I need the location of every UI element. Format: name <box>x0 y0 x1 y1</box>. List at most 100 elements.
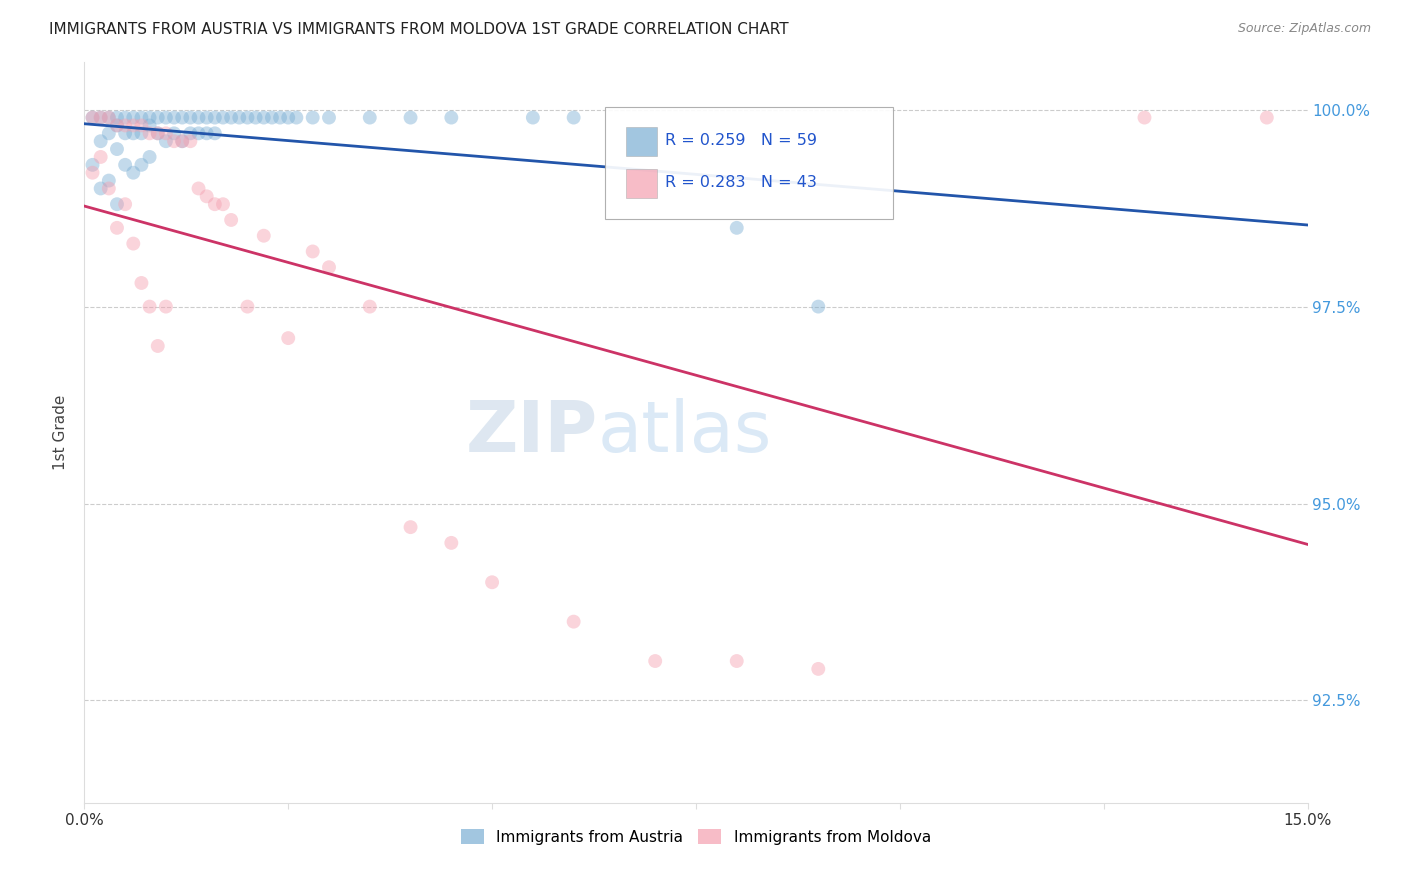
Point <box>204 111 226 125</box>
Point <box>114 158 136 172</box>
Point <box>155 111 177 125</box>
Point <box>195 126 218 140</box>
Point <box>318 260 340 275</box>
Point <box>277 111 299 125</box>
Point <box>359 111 381 125</box>
Point <box>163 126 186 140</box>
Point <box>522 111 544 125</box>
Point <box>122 236 145 251</box>
Point <box>155 300 177 314</box>
Point <box>179 126 201 140</box>
Point <box>122 126 145 140</box>
Point <box>179 134 201 148</box>
Point <box>146 126 169 140</box>
Point <box>97 111 120 125</box>
Point <box>114 126 136 140</box>
Point <box>105 142 128 156</box>
Text: R = 0.259   N = 59: R = 0.259 N = 59 <box>665 134 817 148</box>
Point <box>172 111 194 125</box>
Point <box>105 220 128 235</box>
Point <box>82 111 104 125</box>
Point <box>219 111 242 125</box>
Point <box>131 158 153 172</box>
Point <box>725 654 748 668</box>
Point <box>122 119 145 133</box>
Point <box>219 213 242 227</box>
Point <box>82 166 104 180</box>
Point <box>138 150 160 164</box>
Point <box>179 111 201 125</box>
Point <box>90 150 112 164</box>
Point <box>285 111 308 125</box>
Point <box>146 111 169 125</box>
Y-axis label: 1st Grade: 1st Grade <box>53 395 69 470</box>
Point <box>155 134 177 148</box>
Point <box>228 111 250 125</box>
Point <box>187 181 209 195</box>
Point <box>1256 111 1278 125</box>
Point <box>90 111 112 125</box>
Point <box>562 111 585 125</box>
Point <box>195 189 218 203</box>
Point <box>97 181 120 195</box>
Point <box>301 244 323 259</box>
Text: Source: ZipAtlas.com: Source: ZipAtlas.com <box>1237 22 1371 36</box>
Point <box>277 331 299 345</box>
Point <box>138 111 160 125</box>
Point <box>187 111 209 125</box>
Point <box>131 119 153 133</box>
Point <box>236 300 259 314</box>
Point <box>318 111 340 125</box>
Point <box>131 111 153 125</box>
Point <box>131 276 153 290</box>
Point <box>399 111 422 125</box>
Point <box>138 126 160 140</box>
Point <box>131 126 153 140</box>
Point <box>562 615 585 629</box>
Point <box>481 575 503 590</box>
Point <box>172 134 194 148</box>
Point <box>359 300 381 314</box>
Point <box>440 536 463 550</box>
Point <box>90 134 112 148</box>
Point <box>440 111 463 125</box>
Point <box>82 111 104 125</box>
Point <box>195 111 218 125</box>
Point <box>269 111 291 125</box>
Point <box>172 134 194 148</box>
Point <box>260 111 283 125</box>
Point <box>114 111 136 125</box>
Point <box>399 520 422 534</box>
Point <box>105 111 128 125</box>
Point <box>97 126 120 140</box>
Point <box>725 220 748 235</box>
Point <box>155 126 177 140</box>
Point <box>236 111 259 125</box>
Point <box>163 134 186 148</box>
Point <box>301 111 323 125</box>
Point <box>644 654 666 668</box>
Legend: Immigrants from Austria, Immigrants from Moldova: Immigrants from Austria, Immigrants from… <box>456 822 936 851</box>
Point <box>253 111 276 125</box>
Point <box>97 173 120 187</box>
Point <box>90 181 112 195</box>
Point <box>253 228 276 243</box>
Point <box>1133 111 1156 125</box>
Text: atlas: atlas <box>598 398 772 467</box>
Point <box>212 197 235 211</box>
Point <box>187 126 209 140</box>
Point <box>163 111 186 125</box>
Point <box>122 166 145 180</box>
Point <box>114 197 136 211</box>
Point <box>807 300 830 314</box>
Point <box>204 126 226 140</box>
Point <box>105 119 128 133</box>
Point <box>90 111 112 125</box>
Point <box>82 158 104 172</box>
Text: IMMIGRANTS FROM AUSTRIA VS IMMIGRANTS FROM MOLDOVA 1ST GRADE CORRELATION CHART: IMMIGRANTS FROM AUSTRIA VS IMMIGRANTS FR… <box>49 22 789 37</box>
Point <box>807 662 830 676</box>
Point <box>114 119 136 133</box>
Text: ZIP: ZIP <box>465 398 598 467</box>
Point <box>204 197 226 211</box>
Text: R = 0.283   N = 43: R = 0.283 N = 43 <box>665 176 817 190</box>
